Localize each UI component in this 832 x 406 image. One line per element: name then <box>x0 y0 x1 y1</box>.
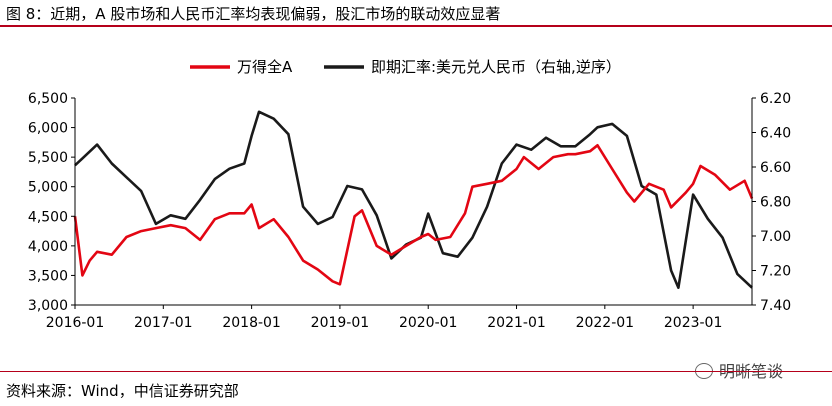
source-note: 资料来源：Wind，中信证券研究部 <box>6 382 239 400</box>
x-tick-label: 2023-01 <box>664 315 723 331</box>
y-left-tick-label: 3,000 <box>28 298 68 314</box>
y-right-tick-label: 7.20 <box>760 264 791 280</box>
legend-label: 即期汇率:美元兑人民币（右轴,逆序） <box>371 58 621 76</box>
y-left-tick-label: 6,000 <box>28 121 68 137</box>
y-right-tick-label: 7.00 <box>760 229 791 245</box>
y-left-tick-label: 5,500 <box>28 150 68 166</box>
y-left-tick-label: 5,000 <box>28 180 68 196</box>
y-right-tick-label: 6.20 <box>760 91 791 107</box>
x-tick-label: 2021-01 <box>487 315 546 331</box>
y-left-tick-label: 6,500 <box>28 91 68 107</box>
series-line-usdcny <box>74 110 753 289</box>
y-left-tick-label: 3,500 <box>28 268 68 284</box>
x-tick-label: 2016-01 <box>46 315 105 331</box>
y-left-tick-label: 4,500 <box>28 209 68 225</box>
legend-item-usdcny: 即期汇率:美元兑人民币（右轴,逆序） <box>324 58 621 76</box>
y-right-tick-label: 6.40 <box>760 126 791 142</box>
watermark: 明晰笔谈 <box>695 358 783 382</box>
x-tick-label: 2022-01 <box>576 315 635 331</box>
legend: 万得全A 即期汇率:美元兑人民币（右轴,逆序） <box>190 58 621 76</box>
y-right-tick-label: 7.40 <box>760 298 791 314</box>
source-divider <box>0 371 832 372</box>
x-tick-label: 2019-01 <box>311 315 370 331</box>
x-tick-label: 2018-01 <box>222 315 281 331</box>
x-tick-label: 2020-01 <box>399 315 458 331</box>
series-line-wind-a <box>73 144 754 286</box>
legend-item-wind-a: 万得全A <box>190 58 293 76</box>
y-right-tick-label: 6.80 <box>760 195 791 211</box>
x-tick-label: 2017-01 <box>134 315 193 331</box>
figure-title: 图 8：近期，A 股市场和人民币汇率均表现偏弱，股汇市场的联动效应显著 <box>6 5 501 23</box>
y-left-tick-label: 4,000 <box>28 239 68 255</box>
y-right-tick-label: 6.60 <box>760 160 791 176</box>
title-divider <box>0 25 832 27</box>
legend-label: 万得全A <box>237 58 293 76</box>
